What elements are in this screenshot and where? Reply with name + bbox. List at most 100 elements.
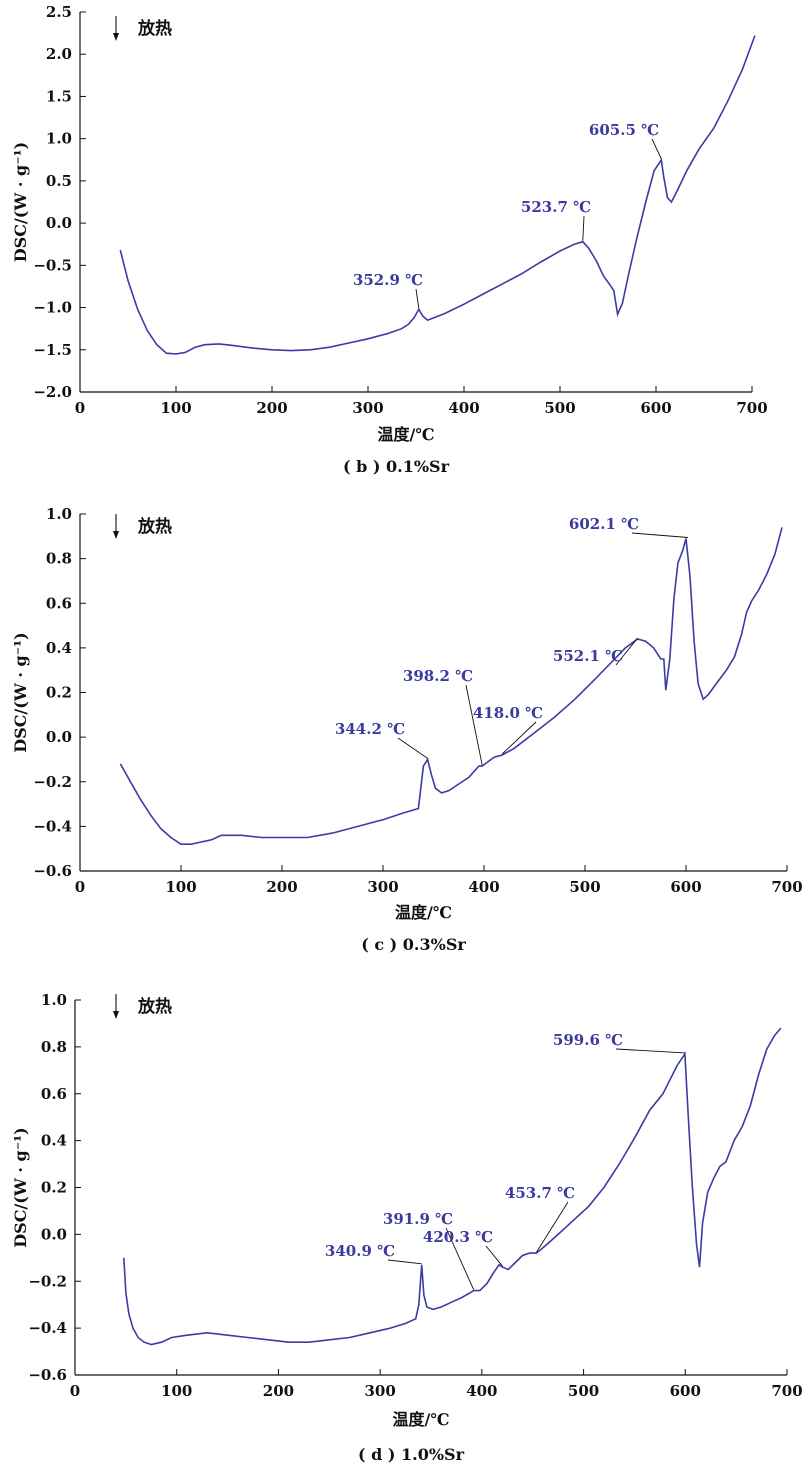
y-tick-label: 0.0	[41, 1225, 67, 1243]
peak-leader-line	[445, 1227, 475, 1290]
peak-label: 418.0 ℃	[473, 704, 543, 722]
peak-leader-line	[582, 215, 585, 241]
y-tick-label: 1.0	[46, 505, 72, 523]
exotherm-arrowhead-icon	[113, 1011, 119, 1019]
x-tick-label: 500	[569, 878, 600, 896]
exotherm-note: 放热	[137, 18, 172, 39]
x-tick-label: 700	[736, 399, 767, 417]
peak-label: 398.2 ℃	[403, 667, 473, 685]
x-tick-label: 100	[165, 878, 196, 896]
x-tick-label: 300	[367, 878, 398, 896]
peak-leader-line	[465, 684, 483, 766]
y-tick-label: −0.4	[28, 1319, 67, 1337]
dsc-chart-0: 0 100 200 300 400 500 600 700 −2.0 −1.5 −1.0 −0.5 0.…	[11, 3, 768, 476]
y-tick-label: 0.0	[46, 728, 72, 746]
x-tick-label: 0	[75, 878, 85, 896]
dsc-curve	[119, 35, 756, 355]
peak-label: 340.9 ℃	[325, 1242, 395, 1260]
x-tick-label: 400	[466, 1382, 497, 1400]
peak-leader-line	[536, 1201, 569, 1253]
y-tick-label: 0.8	[46, 550, 72, 568]
x-tick-label: 0	[75, 399, 85, 417]
y-tick-label: −0.6	[33, 862, 72, 880]
x-tick-label: 300	[352, 399, 383, 417]
peak-label: 552.1 ℃	[553, 647, 623, 665]
x-tick-label: 500	[544, 399, 575, 417]
peak-leader-line	[387, 1259, 422, 1265]
dsc-curve	[123, 1027, 782, 1346]
x-tick-label: 600	[670, 1382, 701, 1400]
y-tick-label: 0.0	[46, 214, 72, 232]
peak-label: 523.7 ℃	[521, 198, 591, 216]
exotherm-note: 放热	[137, 996, 172, 1017]
peak-label: 391.9 ℃	[383, 1210, 453, 1228]
chart-caption: ( d ) 1.0%Sr	[358, 1445, 465, 1464]
x-tick-label: 500	[568, 1382, 599, 1400]
x-tick-label: 200	[256, 399, 287, 417]
y-tick-label: −2.0	[33, 383, 72, 401]
peak-leader-line	[631, 532, 689, 538]
y-tick-label: 0.2	[41, 1179, 67, 1197]
peak-leader-line	[397, 737, 428, 759]
x-axis-label: 温度/℃	[376, 425, 434, 444]
y-tick-label: −0.2	[33, 773, 72, 791]
peak-label: 420.3 ℃	[423, 1228, 493, 1246]
y-tick-label: −0.4	[33, 817, 72, 835]
peak-label: 453.7 ℃	[505, 1184, 575, 1202]
peak-leader-line	[651, 138, 662, 159]
x-tick-label: 600	[670, 878, 701, 896]
x-axis-label: 温度/℃	[391, 1410, 449, 1429]
x-tick-label: 300	[364, 1382, 395, 1400]
y-axis-label: DSC/(W · g⁻¹)	[11, 632, 30, 752]
peak-leader-line	[615, 1048, 685, 1054]
x-tick-label: 400	[468, 878, 499, 896]
x-tick-label: 100	[161, 1382, 192, 1400]
exotherm-note: 放热	[137, 516, 172, 537]
peak-label: 605.5 ℃	[589, 121, 659, 139]
y-tick-label: −0.5	[33, 256, 72, 274]
y-tick-label: 1.5	[46, 87, 72, 105]
y-tick-label: 0.4	[41, 1132, 67, 1150]
peak-leader-line	[501, 721, 537, 755]
y-tick-label: 0.8	[41, 1038, 67, 1056]
peak-leader-line	[415, 288, 420, 309]
x-tick-label: 100	[160, 399, 191, 417]
dsc-chart-2: 0 100 200 300 400 500 600 700 −0.6 −0.4 −0.2 0.0 0.2…	[11, 991, 803, 1464]
y-tick-label: 0.4	[46, 639, 72, 657]
y-tick-label: 2.0	[46, 45, 72, 63]
x-tick-label: 200	[266, 878, 297, 896]
x-tick-label: 400	[448, 399, 479, 417]
peak-leader-line	[615, 637, 638, 666]
y-tick-label: 0.6	[41, 1085, 67, 1103]
x-axis-label: 温度/℃	[394, 903, 452, 922]
y-axis-label: DSC/(W · g⁻¹)	[11, 142, 30, 262]
exotherm-arrowhead-icon	[113, 33, 119, 41]
dsc-curve	[119, 527, 783, 846]
peak-label: 352.9 ℃	[353, 271, 423, 289]
y-tick-label: 1.0	[41, 991, 67, 1009]
y-tick-label: −0.6	[28, 1366, 67, 1384]
dsc-chart-1: 0 100 200 300 400 500 600 700 −0.6 −0.4 −0.2 0.0 0.2…	[11, 505, 803, 954]
x-tick-label: 200	[263, 1382, 294, 1400]
y-tick-label: 0.6	[46, 594, 72, 612]
chart-caption: ( c ) 0.3%Sr	[361, 935, 466, 954]
y-tick-label: −0.2	[28, 1272, 67, 1290]
y-tick-label: −1.0	[33, 299, 72, 317]
peak-label: 602.1 ℃	[569, 515, 639, 533]
y-tick-label: 0.2	[46, 684, 72, 702]
x-tick-label: 700	[771, 1382, 802, 1400]
y-tick-label: 0.5	[46, 172, 72, 190]
peak-label: 344.2 ℃	[335, 720, 405, 738]
x-tick-label: 0	[70, 1382, 80, 1400]
y-axis-label: DSC/(W · g⁻¹)	[11, 1127, 30, 1247]
exotherm-arrowhead-icon	[113, 531, 119, 539]
x-tick-label: 600	[640, 399, 671, 417]
x-tick-label: 700	[771, 878, 802, 896]
peak-label: 599.6 ℃	[553, 1031, 623, 1049]
y-tick-label: 2.5	[46, 3, 72, 21]
chart-caption: ( b ) 0.1%Sr	[343, 457, 450, 476]
y-tick-label: 1.0	[46, 130, 72, 148]
peak-leader-line	[485, 1245, 503, 1267]
y-tick-label: −1.5	[33, 341, 72, 359]
